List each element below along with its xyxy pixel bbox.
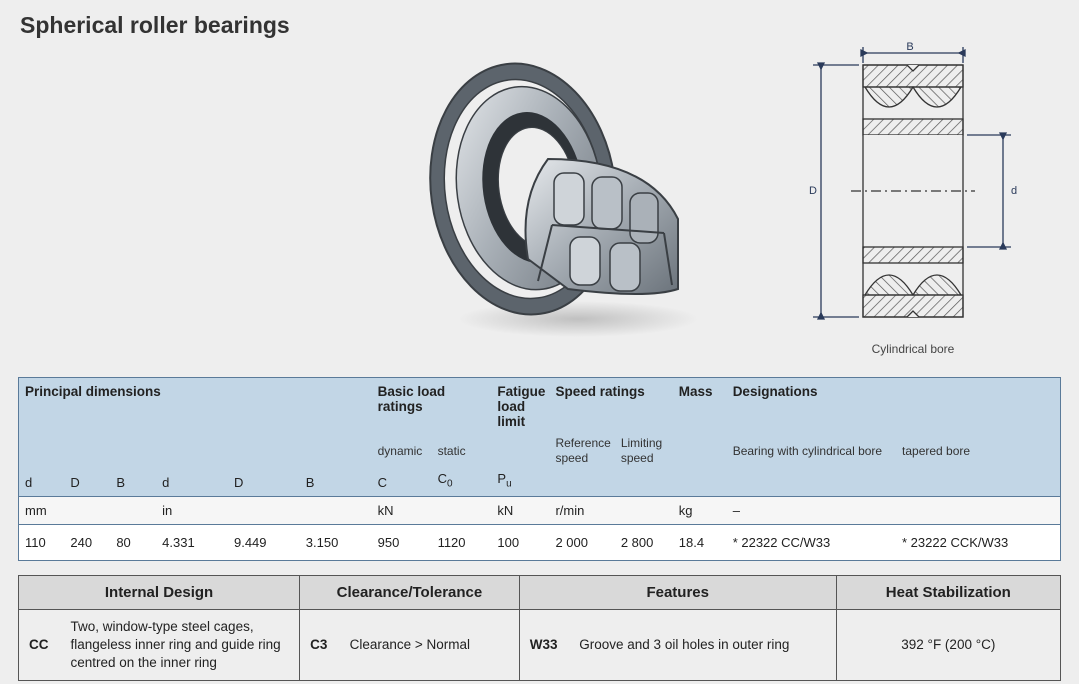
hdr-mass: Mass: [679, 384, 713, 399]
sym-B: B: [110, 468, 156, 496]
unit-kN: kN: [372, 496, 492, 524]
page-title: Spherical roller bearings: [20, 12, 1061, 39]
val-limspeed: 2 800: [615, 524, 673, 560]
val-d-in: 4.331: [156, 524, 228, 560]
features-code: W33: [519, 609, 569, 681]
illustration-area: B D d: [18, 47, 1061, 367]
unit-kg: kg: [673, 496, 727, 524]
sym-Pu: Pu: [491, 468, 549, 496]
hdr-limspeed: Limiting speed: [621, 436, 662, 465]
sym-B2: B: [300, 468, 372, 496]
schematic-cross-section: B D d: [783, 41, 1043, 356]
unit-dash: –: [727, 496, 1061, 524]
val-B-mm: 80: [110, 524, 156, 560]
spec-table: Principal dimensions Basic load ratings …: [18, 377, 1061, 561]
sym-C: C: [372, 468, 432, 496]
hdr-designations: Designations: [733, 384, 818, 399]
features-table: Internal Design Clearance/Tolerance Feat…: [18, 575, 1061, 682]
sym-d2: d: [156, 468, 228, 496]
sym-D: D: [64, 468, 110, 496]
val-desig-tap: * 23222 CCK/W33: [896, 524, 1060, 560]
hdr-refspeed: Reference speed: [555, 436, 610, 465]
val-B-in: 3.150: [300, 524, 372, 560]
sym-D2: D: [228, 468, 300, 496]
bearing-3d-illustration: [418, 41, 708, 341]
unit-rmin: r/min: [549, 496, 672, 524]
hdr-dynamic: dynamic: [378, 444, 423, 458]
hdr-speed: Speed ratings: [555, 384, 644, 399]
hdr-desig-cyl: Bearing with cylindrical bore: [733, 444, 882, 458]
unit-in: in: [156, 496, 371, 524]
val-C0: 1120: [432, 524, 492, 560]
clearance-code: C3: [300, 609, 340, 681]
sym-d: d: [19, 468, 65, 496]
schematic-caption: Cylindrical bore: [783, 342, 1043, 356]
unit-kN2: kN: [491, 496, 549, 524]
hdr-static: static: [438, 444, 466, 458]
val-Pu: 100: [491, 524, 549, 560]
hdr-desig-tap: tapered bore: [902, 444, 970, 458]
val-desig-cyl: * 22322 CC/W33: [727, 524, 896, 560]
feat-hdr-internal: Internal Design: [19, 575, 300, 609]
heat-value: 392 °F (200 °C): [836, 609, 1060, 681]
hdr-basic-load: Basic load ratings: [378, 384, 446, 414]
svg-text:D: D: [809, 185, 817, 197]
val-d-mm: 110: [19, 524, 65, 560]
hdr-fatigue: Fatigue load limit: [497, 384, 545, 429]
val-refspeed: 2 000: [549, 524, 614, 560]
features-desc: Groove and 3 oil holes in outer ring: [569, 609, 836, 681]
svg-text:d: d: [1011, 185, 1017, 197]
feat-hdr-heat: Heat Stabilization: [836, 575, 1060, 609]
val-mass: 18.4: [673, 524, 727, 560]
val-D-in: 9.449: [228, 524, 300, 560]
internal-desc: Two, window-type steel cages, flangeless…: [60, 609, 299, 681]
feat-hdr-features: Features: [519, 575, 836, 609]
feat-hdr-clearance: Clearance/Tolerance: [300, 575, 520, 609]
internal-code: CC: [19, 609, 61, 681]
svg-text:B: B: [906, 41, 913, 53]
hdr-principal: Principal dimensions: [25, 384, 161, 399]
val-D-mm: 240: [64, 524, 110, 560]
sym-C0: C0: [432, 468, 492, 496]
unit-mm: mm: [19, 496, 157, 524]
clearance-desc: Clearance > Normal: [340, 609, 520, 681]
val-C: 950: [372, 524, 432, 560]
